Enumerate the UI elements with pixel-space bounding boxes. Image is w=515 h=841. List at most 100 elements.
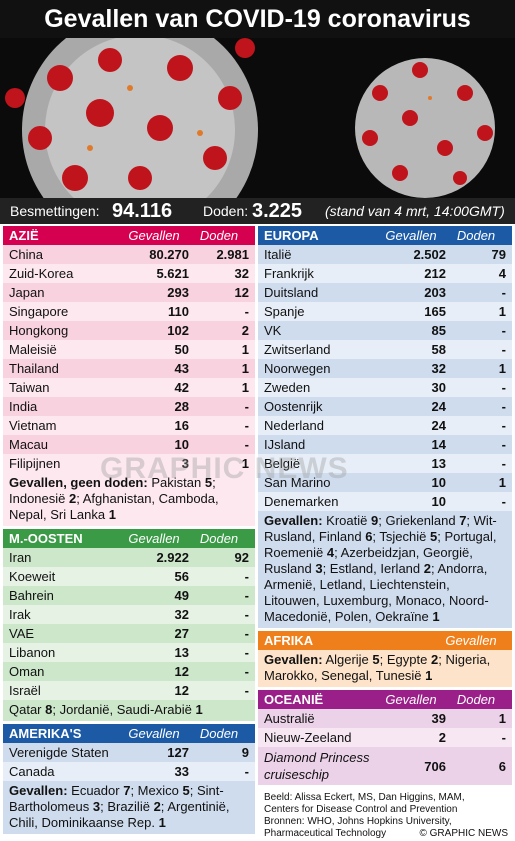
- country-row: Israël 12 -: [3, 681, 255, 700]
- country-row: Verenigde Staten 127 9: [3, 743, 255, 762]
- country-name: Diamond Princess cruiseschip: [264, 750, 370, 782]
- deaths-value: -: [244, 304, 249, 319]
- country-row: Spanje 165 1: [258, 302, 512, 321]
- virus-image: [0, 38, 515, 198]
- note-label: Gevallen:: [264, 652, 323, 667]
- cases-value: 706: [424, 758, 446, 774]
- as-of: (stand van 4 mrt, 14:00GMT): [325, 203, 505, 219]
- left-column: AZIË Gevallen Doden China 80.270 2.981 Zuid-Ko…: [3, 226, 255, 834]
- cases-value: 50: [174, 342, 189, 357]
- country-row: VAE 27 -: [3, 624, 255, 643]
- country-name: San Marino: [264, 475, 331, 490]
- deaths-value: -: [244, 437, 249, 452]
- note-count: 3: [315, 561, 323, 576]
- country-row: Zwitserland 58 -: [258, 340, 512, 359]
- deaths-value: -: [501, 437, 506, 452]
- credit-line: Bronnen: WHO, Johns Hopkins University,: [264, 816, 452, 827]
- note-count: 1: [195, 702, 203, 717]
- country-row: Nieuw-Zeeland 2 -: [258, 728, 512, 747]
- cases-value: 203: [424, 285, 446, 300]
- country-name: Zuid-Korea: [9, 266, 74, 281]
- note-count: 2: [431, 652, 439, 667]
- region-title: EUROPA: [264, 228, 319, 243]
- country-row: Zweden 30 -: [258, 378, 512, 397]
- credit-line: Centers for Disease Control and Preventi…: [264, 804, 458, 815]
- cases-total: 94.116: [112, 200, 173, 222]
- section-header: OCEANIË Gevallen Doden: [258, 690, 512, 709]
- cases-value: 49: [174, 588, 189, 603]
- deaths-value: 2: [241, 323, 249, 338]
- cases-value: 42: [174, 380, 189, 395]
- note-country: Estland, Ierland: [329, 561, 421, 576]
- deaths-value: -: [244, 626, 249, 641]
- country-row: Denemarken 10 -: [258, 492, 512, 511]
- country-name: België: [264, 456, 301, 471]
- cases-value: 32: [431, 361, 446, 376]
- country-name: Frankrijk: [264, 266, 314, 281]
- country-row: Japan 293 12: [3, 283, 255, 302]
- column-header: Gevallen: [128, 228, 180, 243]
- cases-value: 5.621: [156, 266, 189, 281]
- deaths-value: 1: [241, 380, 249, 395]
- deaths-value: -: [244, 683, 249, 698]
- cases-label: Besmettingen:: [10, 203, 100, 219]
- note-count: 1: [432, 609, 440, 624]
- cases-value: 165: [424, 304, 446, 319]
- country-name: Zweden: [264, 380, 311, 395]
- cases-value: 32: [174, 607, 189, 622]
- note-country: Ecuador: [71, 783, 120, 798]
- cases-value: 43: [174, 361, 189, 376]
- region-title: AMERIKA'S: [9, 726, 82, 741]
- country-name: Oostenrijk: [264, 399, 323, 414]
- note-count: 2: [69, 491, 77, 506]
- column-header: Gevallen: [128, 726, 180, 741]
- cases-value: 16: [174, 418, 189, 433]
- country-row: China 80.270 2.981: [3, 245, 255, 264]
- column-header: Gevallen: [385, 692, 437, 707]
- cases-value: 212: [424, 266, 446, 281]
- deaths-value: -: [501, 380, 506, 395]
- country-name: Macau: [9, 437, 49, 452]
- cases-value: 33: [174, 764, 189, 779]
- section-header: M.-OOSTEN Gevallen Doden: [3, 529, 255, 548]
- section-header: AFRIKA Gevallen: [258, 631, 512, 650]
- note-country: Andorra, Armenië, Letland, Liechtenstein…: [264, 561, 489, 624]
- note-label: Gevallen:: [9, 783, 68, 798]
- credit-line: Pharmaceutical Technology: [264, 828, 387, 839]
- country-row: Iran 2.922 92: [3, 548, 255, 567]
- note-country: Azerbeidzjan, Georgië, Rusland: [264, 545, 473, 576]
- note-count: 5: [372, 652, 380, 667]
- note-label: Gevallen:: [264, 513, 323, 528]
- country-row: Vietnam 16 -: [3, 416, 255, 435]
- cases-value: 24: [431, 418, 446, 433]
- country-name: Duitsland: [264, 285, 319, 300]
- note-count: 7: [123, 783, 131, 798]
- cases-value: 127: [167, 745, 189, 760]
- note-count: 4: [326, 545, 335, 560]
- other-countries-note: Gevallen: Kroatië 9; Griekenland 7; Wit-…: [258, 511, 512, 628]
- deaths-value: -: [244, 418, 249, 433]
- other-countries-note: Qatar 8; Jordanië, Saudi-Arabië 1: [3, 700, 255, 721]
- region-title: OCEANIË: [264, 692, 324, 707]
- country-row: Diamond Princess cruiseschip 706 6: [258, 747, 512, 785]
- country-name: China: [9, 247, 43, 262]
- cases-value: 39: [431, 711, 446, 726]
- note-count: 2: [153, 799, 161, 814]
- note-country: Qatar: [9, 702, 42, 717]
- note-country: Wit-Rusland, Finland: [264, 513, 497, 544]
- credit-line: Beeld: Alissa Eckert, MS, Dan Higgins, M…: [264, 792, 465, 803]
- other-countries-note: Gevallen: Ecuador 7; Mexico 5; Sint-Bart…: [3, 781, 255, 834]
- country-name: VK: [264, 323, 282, 338]
- column-header: Gevallen: [385, 228, 437, 243]
- cases-value: 10: [431, 494, 446, 509]
- country-row: India 28 -: [3, 397, 255, 416]
- deaths-value: -: [501, 323, 506, 338]
- deaths-value: -: [501, 730, 506, 745]
- country-name: Singapore: [9, 304, 69, 319]
- region-section: AMERIKA'S Gevallen Doden Verenigde Staten 12…: [3, 724, 255, 834]
- country-row: Taiwan 42 1: [3, 378, 255, 397]
- deaths-value: 1: [241, 361, 249, 376]
- note-country: Pakistan: [151, 475, 202, 490]
- cases-value: 102: [167, 323, 189, 338]
- country-row: Australië 39 1: [258, 709, 512, 728]
